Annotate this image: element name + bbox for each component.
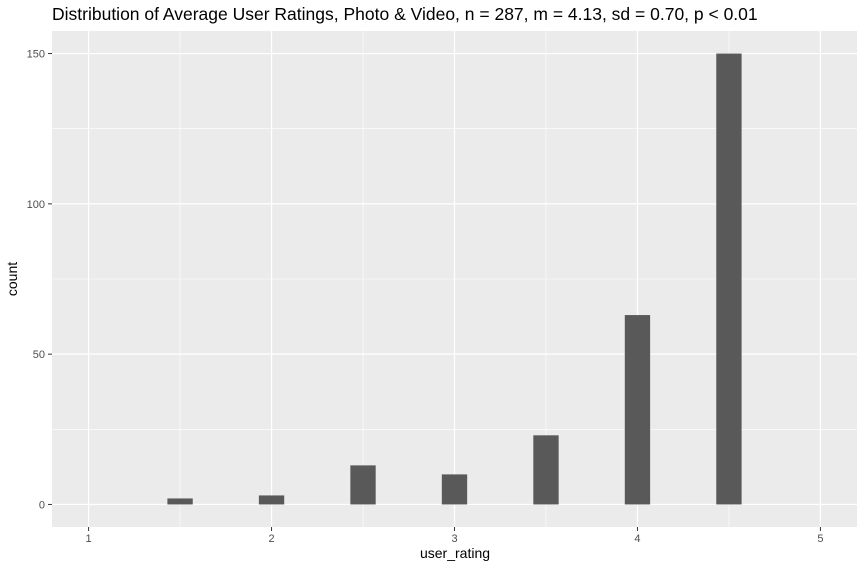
x-tick-label: 5 — [817, 533, 823, 545]
histogram-bar — [533, 435, 559, 505]
histogram-bar — [716, 53, 742, 505]
x-axis: 1 2 3 4 5 — [86, 527, 823, 545]
x-tick-label: 4 — [634, 533, 640, 545]
x-tick-label: 1 — [86, 533, 92, 545]
y-tick-label: 0 — [39, 499, 45, 511]
histogram-bar — [624, 315, 651, 505]
x-tick-label: 3 — [451, 533, 457, 545]
histogram-bar — [441, 474, 468, 505]
x-axis-title: user_rating — [420, 545, 490, 561]
y-axis-title: count — [4, 262, 20, 296]
histogram-bars — [167, 53, 742, 505]
x-tick-label: 2 — [268, 533, 274, 545]
y-tick-label: 100 — [27, 199, 45, 211]
histogram-bar — [167, 498, 193, 505]
y-tick-label: 150 — [27, 49, 45, 61]
y-tick-label: 50 — [33, 349, 45, 361]
histogram-bar — [258, 495, 285, 505]
y-axis: 0 50 100 150 — [27, 49, 52, 511]
histogram-bar — [350, 465, 376, 505]
chart-title: Distribution of Average User Ratings, Ph… — [52, 4, 758, 24]
